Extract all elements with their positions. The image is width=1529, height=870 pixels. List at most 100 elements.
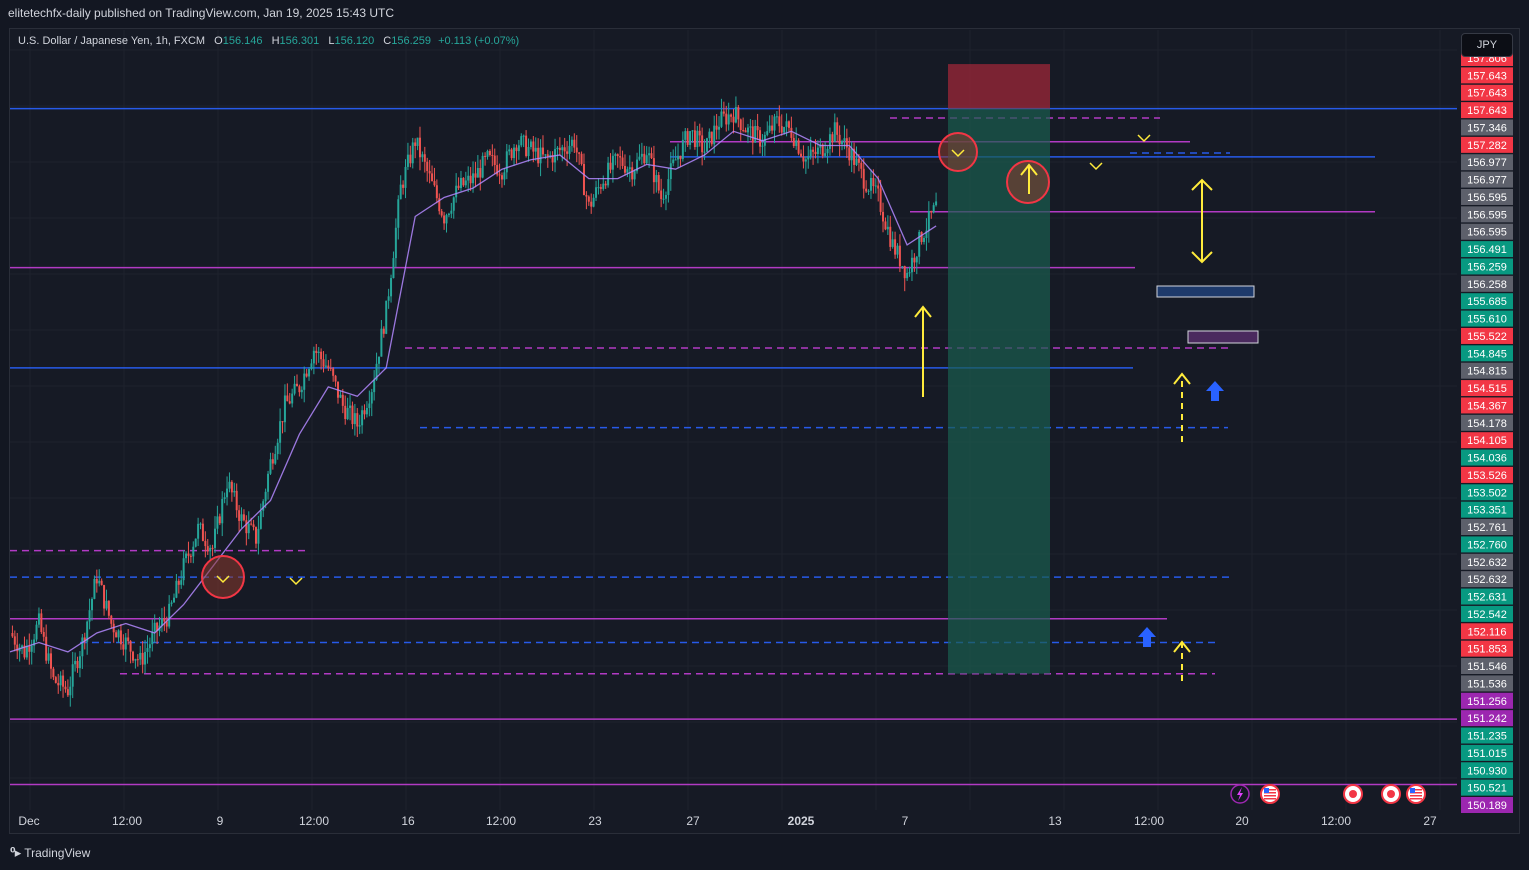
candle-body: [505, 151, 508, 173]
supply-zone: [1187, 330, 1259, 344]
price-label: 152.632: [1467, 557, 1507, 569]
candle-body: [247, 523, 250, 534]
candle-body: [228, 481, 231, 489]
candle-body: [766, 131, 769, 135]
candle-body: [701, 135, 704, 153]
candle-body: [459, 177, 462, 189]
candle-body: [365, 408, 368, 415]
currency-button[interactable]: JPY: [1461, 33, 1513, 57]
blue-arrow-icon: [1206, 381, 1224, 401]
price-label: 156.977: [1467, 157, 1507, 169]
candle-body: [534, 147, 537, 152]
candle-body: [95, 578, 98, 584]
candle-body: [428, 171, 431, 174]
candle-body: [710, 131, 713, 145]
candle-body: [551, 155, 554, 163]
target-icon[interactable]: [1381, 784, 1401, 804]
candle-body: [759, 130, 762, 147]
candle-body: [83, 637, 86, 642]
candle-body: [464, 180, 467, 186]
price-label-box: [1461, 206, 1513, 223]
candle-body: [607, 162, 610, 186]
candle-body: [209, 547, 212, 552]
candle-body: [431, 173, 434, 182]
brand-name: TradingView: [24, 846, 91, 860]
candle-body: [903, 266, 906, 279]
demand-zone: [1156, 285, 1255, 298]
price-label-box: [1461, 675, 1513, 692]
flag-stripe: [1410, 798, 1422, 800]
candle-body: [879, 188, 882, 212]
flag-icon-ring: [1260, 784, 1280, 804]
candle-body: [245, 520, 248, 534]
price-label-box: [1461, 623, 1513, 640]
price-label: 152.632: [1467, 574, 1507, 586]
candle-body: [373, 379, 376, 393]
candle-body: [151, 631, 154, 645]
price-label-box: [1461, 553, 1513, 570]
candle-body: [756, 126, 759, 131]
price-label-box: [1461, 727, 1513, 744]
candle-body: [339, 394, 342, 398]
candle-body: [872, 177, 875, 187]
candle-body: [754, 126, 757, 143]
candle-body: [877, 185, 880, 189]
candle-body: [824, 153, 827, 156]
candle-body: [88, 610, 91, 622]
candle-body: [850, 148, 853, 161]
flag-stripe: [1264, 795, 1276, 797]
us-flag-icon[interactable]: [1260, 784, 1280, 804]
price-label-box: [1461, 310, 1513, 327]
close-value: 156.259: [391, 35, 432, 47]
price-label: 157.643: [1467, 105, 1507, 117]
candle-body: [563, 147, 566, 152]
candle-body: [81, 637, 84, 657]
candle-body: [655, 175, 658, 183]
candle-body: [457, 185, 460, 189]
candle-body: [672, 159, 675, 164]
price-label-box: [1461, 432, 1513, 449]
candle-body: [867, 190, 870, 192]
candle-body: [175, 580, 178, 598]
us-flag-icon[interactable]: [1406, 784, 1426, 804]
candle-body: [882, 211, 885, 222]
candle-body: [288, 401, 291, 404]
price-label-box: [1461, 258, 1513, 275]
candle-body: [358, 425, 361, 427]
candle-body: [935, 201, 938, 206]
candle-body: [387, 296, 390, 301]
candle-body: [346, 407, 349, 420]
candle-body: [450, 210, 453, 214]
lightning-icon[interactable]: [1230, 784, 1250, 804]
candle-body: [211, 547, 214, 549]
candle-body: [566, 151, 569, 154]
candle-body: [257, 528, 260, 544]
candle-body: [213, 528, 216, 548]
candle-body: [771, 125, 774, 131]
candle-body: [479, 168, 482, 178]
candle-body: [455, 185, 458, 198]
candle-body: [418, 137, 421, 158]
time-tick-label: Dec: [18, 814, 39, 828]
candle-body: [498, 174, 501, 176]
price-label-box: [1461, 345, 1513, 362]
candle-body: [264, 491, 267, 502]
candle-body: [795, 140, 798, 147]
price-label: 150.930: [1467, 765, 1507, 777]
candle-body: [37, 613, 40, 625]
price-label-box: [1461, 605, 1513, 622]
candle-body: [276, 442, 279, 455]
candle-body: [677, 155, 680, 160]
price-label-box: [1461, 119, 1513, 136]
tradingview-logo[interactable]: ⁰▸ TradingView: [10, 845, 90, 861]
candle-body: [115, 632, 118, 638]
candle-body: [841, 141, 844, 145]
open-value: 156.146: [222, 35, 263, 47]
candle-body: [848, 147, 851, 161]
candle-body: [76, 660, 79, 669]
candle-body: [69, 686, 72, 696]
target-icon[interactable]: [1343, 784, 1363, 804]
candle-body: [522, 135, 525, 137]
price-label: 151.242: [1467, 713, 1507, 725]
